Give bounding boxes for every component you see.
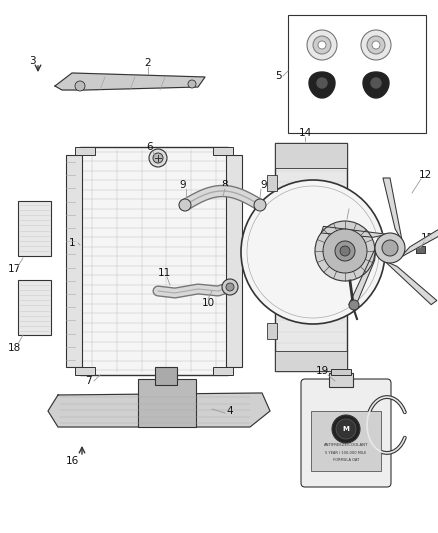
Text: 19: 19 (315, 366, 328, 376)
Polygon shape (321, 227, 387, 237)
Polygon shape (55, 73, 205, 90)
Circle shape (315, 221, 375, 281)
Text: 7: 7 (85, 376, 91, 386)
FancyBboxPatch shape (301, 379, 391, 487)
Circle shape (179, 199, 191, 211)
Text: 14: 14 (298, 128, 311, 138)
Bar (311, 411, 381, 471)
Text: 15: 15 (420, 233, 434, 243)
Text: 10: 10 (201, 298, 215, 308)
Bar (329, 373, 353, 387)
Bar (275, 351, 347, 371)
Polygon shape (349, 247, 376, 309)
Bar (66, 155, 82, 367)
Polygon shape (309, 72, 335, 98)
Polygon shape (317, 78, 327, 88)
Text: ANTIFREEZE/COOLANT: ANTIFREEZE/COOLANT (324, 443, 368, 447)
Text: 13: 13 (346, 200, 359, 210)
Bar (288, 15, 426, 133)
Polygon shape (363, 72, 389, 98)
Circle shape (241, 180, 385, 324)
Bar (275, 143, 347, 168)
Text: 3: 3 (28, 56, 35, 66)
Bar (75, 367, 95, 375)
Text: 9: 9 (180, 180, 186, 190)
Polygon shape (48, 393, 270, 427)
Bar (138, 379, 196, 427)
Circle shape (323, 229, 367, 273)
Bar (213, 367, 233, 375)
Polygon shape (383, 178, 402, 241)
Circle shape (367, 36, 385, 54)
Bar (155, 367, 177, 385)
Bar (75, 147, 95, 155)
Bar (213, 147, 233, 155)
Polygon shape (371, 78, 381, 88)
Text: 5: 5 (275, 71, 281, 81)
Circle shape (349, 300, 359, 310)
Circle shape (254, 199, 266, 211)
Circle shape (313, 36, 331, 54)
Circle shape (372, 41, 380, 49)
Bar (18, 201, 51, 256)
Circle shape (336, 419, 356, 439)
Text: 6: 6 (147, 142, 153, 152)
Text: 8: 8 (222, 180, 228, 190)
Circle shape (149, 149, 167, 167)
Circle shape (188, 80, 196, 88)
Polygon shape (400, 220, 438, 257)
Text: 2: 2 (145, 58, 151, 68)
Text: 9: 9 (261, 180, 267, 190)
Circle shape (340, 246, 350, 256)
Circle shape (335, 241, 355, 261)
Text: FORMULA OAT: FORMULA OAT (333, 458, 359, 462)
Bar (416, 246, 425, 253)
Text: 5 YEAR / 100,000 MILE: 5 YEAR / 100,000 MILE (325, 451, 367, 455)
Circle shape (332, 415, 360, 443)
Polygon shape (384, 261, 437, 305)
Bar (80, 147, 228, 375)
Text: 11: 11 (157, 268, 171, 278)
Bar (18, 280, 51, 335)
Circle shape (375, 233, 405, 263)
Circle shape (226, 283, 234, 291)
Bar (275, 143, 347, 371)
Circle shape (222, 279, 238, 295)
Text: 16: 16 (65, 456, 79, 466)
Circle shape (318, 41, 326, 49)
Text: 17: 17 (7, 264, 21, 274)
Circle shape (382, 240, 398, 256)
Text: 1: 1 (69, 238, 75, 248)
Bar (267, 323, 277, 339)
Circle shape (75, 81, 85, 91)
Bar (226, 155, 242, 367)
Text: 12: 12 (418, 170, 431, 180)
Text: M: M (343, 426, 350, 432)
Bar (267, 175, 277, 191)
Text: 18: 18 (7, 343, 21, 353)
Circle shape (153, 153, 163, 163)
Circle shape (307, 30, 337, 60)
Text: 4: 4 (227, 406, 233, 416)
Circle shape (361, 30, 391, 60)
Bar (331, 369, 351, 375)
